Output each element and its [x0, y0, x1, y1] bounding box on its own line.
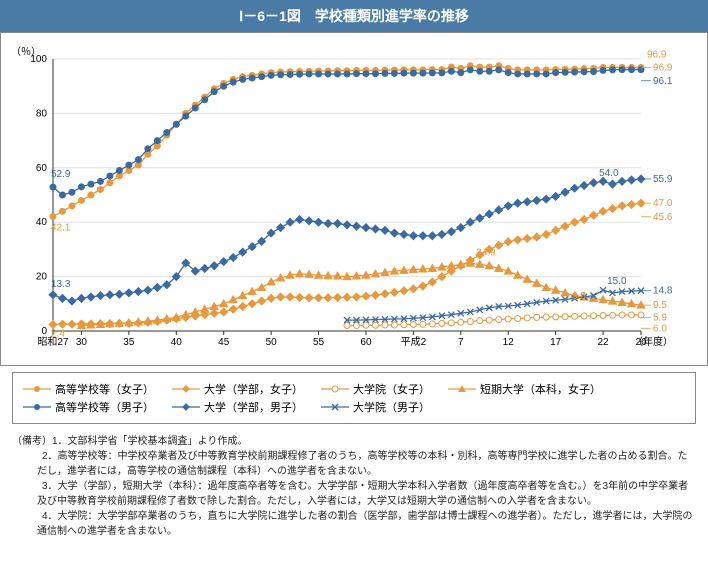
svg-text:9.5: 9.5	[572, 291, 586, 302]
svg-text:14.8: 14.8	[653, 286, 673, 297]
legend-marker	[172, 384, 200, 394]
svg-text:52.9: 52.9	[51, 169, 71, 180]
svg-text:9.5: 9.5	[653, 300, 667, 311]
svg-text:45: 45	[218, 337, 230, 348]
svg-text:96.1: 96.1	[653, 76, 673, 87]
svg-text:80: 80	[36, 108, 48, 119]
svg-text:40: 40	[171, 337, 183, 348]
legend-marker	[321, 384, 349, 394]
legend-label: 大学院（男子）	[353, 399, 430, 415]
svg-text:0: 0	[41, 326, 47, 337]
chart-legend: 高等学校等（女子）大学（学部，女子）大学院（女子）短期大学（本科，女子）高等学校…	[12, 372, 696, 424]
figure-container: Ⅰ－6－1図 学校種類別進学率の推移 （％）020406080100昭和2730…	[0, 0, 708, 549]
svg-text:20: 20	[36, 272, 48, 283]
legend-item-jc_female: 短期大学（本科，女子）	[448, 381, 601, 397]
svg-text:6.0: 6.0	[653, 323, 667, 334]
svg-text:35: 35	[123, 337, 135, 348]
svg-text:54.0: 54.0	[599, 168, 619, 179]
svg-text:12: 12	[503, 337, 515, 348]
note-item: 3．大学（学部），短期大学（本科）：過年度高卒者等を含む。大学学部・短期大学本科…	[12, 479, 696, 509]
svg-text:55: 55	[313, 337, 325, 348]
svg-text:24.9: 24.9	[476, 247, 496, 258]
svg-text:55.9: 55.9	[653, 174, 673, 185]
svg-text:50: 50	[266, 337, 278, 348]
legend-item-hs_male: 高等学校等（男子）	[23, 399, 154, 415]
svg-text:96.9: 96.9	[647, 50, 667, 61]
legend-item-grad_female: 大学院（女子）	[321, 381, 430, 397]
note-item: 2．高等学校等：中学校卒業者及び中等教育学校前期課程修了者のうち，高等学校等の本…	[12, 449, 696, 479]
legend-item-univ_male: 大学（学部，男子）	[172, 399, 303, 415]
svg-text:22: 22	[598, 337, 610, 348]
legend-row: 高等学校等（女子） 大学（学部，女子） 大学院（女子） 短期大学（本科，女子）	[23, 381, 685, 397]
legend-item-grad_male: 大学院（男子）	[321, 399, 430, 415]
svg-text:17: 17	[550, 337, 562, 348]
legend-label: 大学院（女子）	[353, 381, 430, 397]
legend-marker	[448, 384, 476, 394]
legend-label: 大学（学部，男子）	[204, 399, 303, 415]
legend-row: 高等学校等（男子） 大学（学部，男子） 大学院（男子）	[23, 399, 685, 415]
legend-marker	[321, 402, 349, 412]
legend-label: 大学（学部，女子）	[204, 381, 303, 397]
svg-text:60: 60	[360, 337, 372, 348]
chart-area: （％）020406080100昭和2730354045505560平成27121…	[0, 32, 708, 366]
svg-text:（年度）: （年度）	[633, 335, 673, 348]
legend-label: 高等学校等（女子）	[55, 381, 154, 397]
svg-text:15.0: 15.0	[607, 276, 627, 287]
svg-text:60: 60	[36, 163, 48, 174]
svg-text:40: 40	[36, 217, 48, 228]
line-chart: （％）020406080100昭和2730354045505560平成27121…	[13, 41, 681, 361]
note-item: （備考）1．文部科学省「学校基本調査」より作成。	[12, 434, 696, 449]
legend-label: 高等学校等（男子）	[55, 399, 154, 415]
legend-label: 短期大学（本科，女子）	[480, 381, 601, 397]
legend-marker	[172, 402, 200, 412]
legend-item-hs_female: 高等学校等（女子）	[23, 381, 154, 397]
svg-text:平成2: 平成2	[401, 336, 427, 348]
svg-text:47.0: 47.0	[653, 198, 673, 209]
svg-text:7: 7	[458, 337, 464, 348]
chart-notes: （備考）1．文部科学省「学校基本調査」より作成。 2．高等学校等：中学校卒業者及…	[0, 428, 708, 549]
svg-text:30: 30	[76, 337, 88, 348]
note-item: 4．大学院：大学学部卒業者のうち，直ちに大学院に進学した者の割合（医学部，歯学部…	[12, 509, 696, 539]
svg-text:96.9: 96.9	[653, 62, 673, 73]
svg-text:13.3: 13.3	[51, 279, 71, 290]
svg-text:2.4: 2.4	[51, 328, 65, 339]
figure-title: Ⅰ－6－1図 学校種類別進学率の推移	[0, 0, 708, 32]
svg-text:45.6: 45.6	[653, 212, 673, 223]
legend-marker	[23, 402, 51, 412]
legend-item-univ_female: 大学（学部，女子）	[172, 381, 303, 397]
svg-text:42.1: 42.1	[51, 222, 71, 233]
svg-text:5.9: 5.9	[653, 312, 667, 323]
legend-marker	[23, 384, 51, 394]
svg-text:100: 100	[30, 54, 47, 65]
